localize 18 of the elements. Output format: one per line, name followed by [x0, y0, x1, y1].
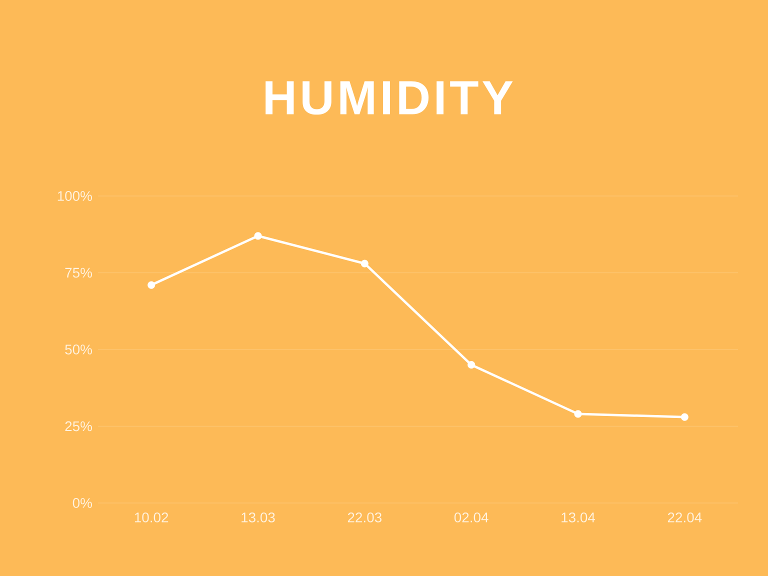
chart-title: HUMIDITY [266, 81, 513, 115]
y-tick-label: 50% [65, 344, 92, 354]
y-tick-label: 100% [58, 191, 92, 201]
x-tick-label: 02.04 [454, 512, 488, 522]
x-tick-label: 22.03 [348, 512, 382, 522]
y-tick-label: 25% [65, 421, 92, 432]
point [360, 260, 368, 268]
y-tick-label: 75% [65, 268, 92, 278]
x-tick-label: 22.04 [668, 512, 702, 522]
point [148, 281, 156, 289]
x-tick-label: 10.02 [134, 512, 168, 522]
point [254, 232, 262, 240]
y-tick-label: 0% [72, 498, 92, 508]
point [468, 361, 476, 369]
point [574, 410, 582, 418]
point [680, 413, 688, 421]
x-tick-label: 13.03 [242, 512, 275, 522]
x-tick-label: 13.04 [562, 512, 596, 522]
